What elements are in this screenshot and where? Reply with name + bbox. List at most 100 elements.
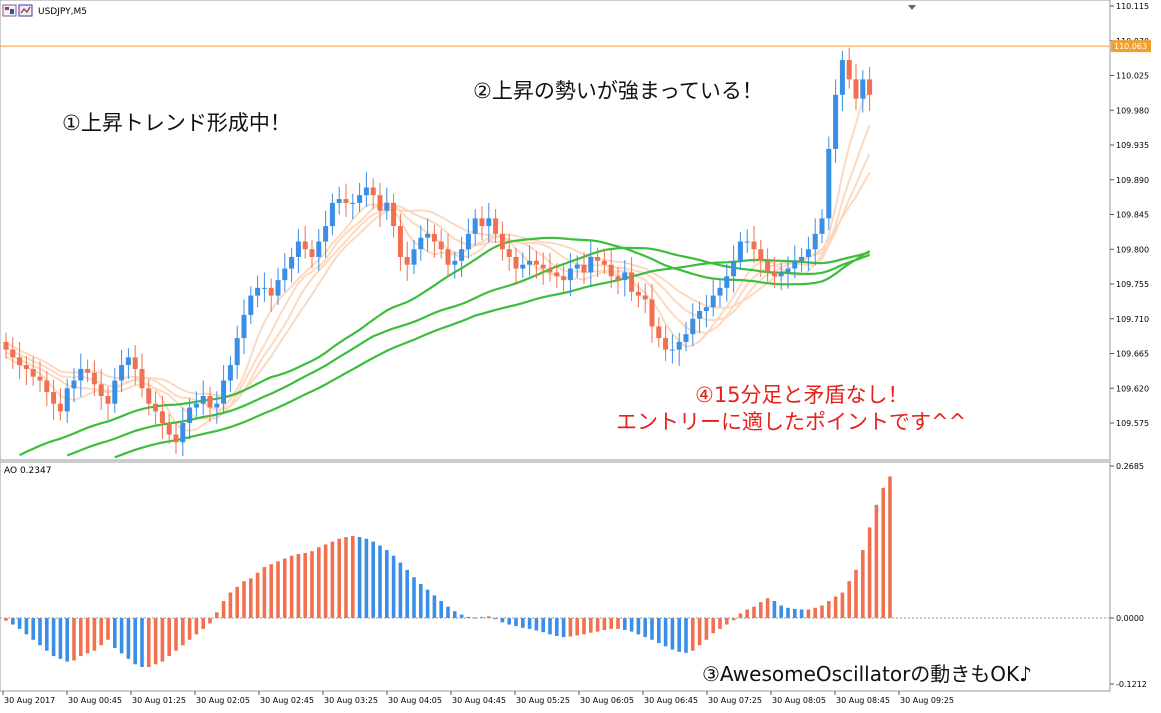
candle [527,245,533,277]
chart-window-icon-secondary[interactable] [18,4,33,17]
candle [717,278,723,308]
ao-bar [106,618,110,640]
ao-bar [201,618,205,629]
candle [132,345,138,386]
ao-bar [759,602,763,618]
candle [846,47,852,89]
ao-bar [269,564,273,618]
candle [391,193,397,238]
ao-bar [861,550,865,618]
candle [71,368,77,403]
ao-bar [793,608,797,618]
ao-bar [745,609,749,618]
ao-bar [568,618,573,637]
candle [792,245,798,278]
ao-histogram [4,476,892,668]
candle [17,341,23,379]
candle [622,260,628,297]
candle [860,70,866,113]
candle [282,253,288,292]
candle [180,407,186,457]
chart-shift-marker-icon[interactable] [908,5,916,10]
time-axis-label: 30 Aug 04:45 [452,696,506,705]
ao-bar [446,606,450,618]
ao-bar [398,562,403,618]
candle [710,280,716,317]
price-panel[interactable] [0,0,1111,461]
ao-axis: 0.2685 0.0000 -0.1212 [0,462,1147,689]
ao-bar [670,618,675,650]
candle [758,239,764,278]
ao-bar [228,592,233,618]
candle [384,187,390,220]
time-axis-label: 30 Aug 08:05 [772,696,826,705]
ao-bar [262,567,267,618]
candle [805,236,811,271]
time-axis-label: 30 Aug 06:05 [580,696,634,705]
candlestick-series [3,47,873,457]
ma-light-line [5,172,871,399]
candle [601,248,607,274]
ao-bar [827,601,831,618]
candle [826,136,832,230]
candle [214,391,220,424]
candle [506,233,512,271]
ao-bar [833,596,838,618]
time-axis-label: 30 Aug 02:05 [196,696,250,705]
candle [819,209,825,244]
candle [30,356,36,386]
ao-bar [697,618,702,646]
ao-bar [731,618,736,621]
candle [425,218,431,252]
candle [724,263,730,302]
candle [418,225,424,261]
candle [683,321,689,352]
ao-bar [215,612,219,618]
ao-bar [11,618,15,625]
candle [690,303,696,346]
ao-bar [85,618,90,654]
candle [370,178,376,210]
chart-window-icon[interactable] [2,4,17,17]
ao-bar [691,618,695,651]
time-axis-label: 30 Aug 07:25 [708,696,762,705]
candle [173,422,179,454]
candle [397,213,403,271]
ao-bar [854,569,858,618]
ao-bar [317,547,321,618]
ao-panel[interactable] [0,461,1111,692]
ao-bar [555,618,559,636]
candle [588,241,594,287]
ao-bar [119,618,124,654]
candle [853,63,859,111]
ao-bar [473,617,477,619]
ao-bar [79,618,83,657]
candle [112,368,118,413]
ao-bar [99,618,103,646]
candle [302,226,308,259]
ao-bar [799,609,804,618]
ao-bar [466,616,471,618]
ao-bar [881,487,885,618]
candle [431,224,437,258]
ao-bar [58,618,63,659]
candle [343,183,349,217]
ao-bar [323,544,328,618]
ao-axis-label: 0.2685 [1116,462,1144,471]
candle [78,353,84,397]
candle [513,247,519,285]
price-axis: 110.115110.070110.025109.980109.935109.8… [0,2,1151,428]
ao-bar [167,618,171,657]
ao-bar [847,581,851,618]
ao-axis-label: 0.0000 [1116,614,1144,623]
price-axis-label: 109.575 [1116,419,1149,428]
candle [255,275,261,308]
ao-bar [371,541,375,618]
ao-bar [480,616,484,618]
candle [153,391,159,426]
candle [329,193,335,236]
candle [540,252,546,285]
candle [608,249,614,288]
candle [452,251,458,279]
